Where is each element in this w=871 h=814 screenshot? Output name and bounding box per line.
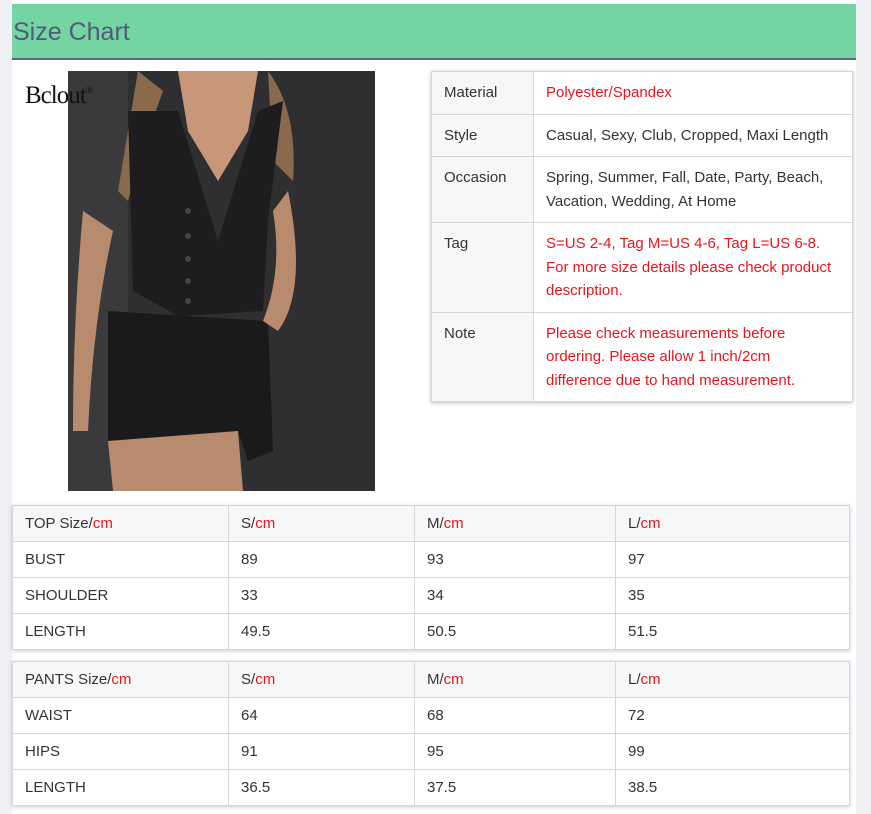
info-row-style: Style Casual, Sexy, Club, Cropped, Maxi L…: [431, 113, 853, 157]
brand-logo: Bclout®: [25, 82, 94, 109]
column-header: L/cm: [615, 505, 850, 542]
unit-label: cm: [92, 515, 113, 532]
info-label: Tag: [431, 222, 534, 313]
size-value: 91: [228, 733, 415, 770]
top-size-table: TOP Size/cm S/cm M/cm L/cm BUST 89 93 97 SHOULDE…: [12, 505, 850, 650]
size-value: 51.5: [615, 613, 850, 650]
size-value: 37.5: [414, 769, 616, 806]
unit-label: cm: [255, 515, 276, 532]
unit-label: cm: [640, 515, 661, 532]
column-header: PANTS Size/cm: [12, 661, 229, 698]
unit-label: cm: [111, 671, 132, 688]
info-value: Casual, Sexy, Club, Cropped, Maxi Length: [533, 113, 853, 157]
measurement-label: SHOULDER: [12, 577, 229, 614]
unit-label: cm: [443, 671, 464, 688]
info-row-occasion: Occasion Spring, Summer, Fall, Date, Part…: [431, 156, 853, 223]
pants-size-table: PANTS Size/cm S/cm M/cm L/cm WAIST 64 68 72 HIPS…: [12, 661, 850, 806]
table-row: LENGTH 49.5 50.5 51.5: [12, 613, 850, 650]
info-row-tag: Tag S=US 2-4, Tag M=US 4-6, Tag L=US 6-8.…: [431, 222, 853, 313]
size-value: 68: [414, 697, 616, 734]
info-value: Polyester/Spandex: [533, 71, 853, 115]
info-value: Spring, Summer, Fall, Date, Party, Beach…: [533, 156, 853, 223]
measurement-label: HIPS: [12, 733, 229, 770]
info-label: Material: [431, 71, 534, 115]
unit-label: cm: [443, 515, 464, 532]
measurement-label: LENGTH: [12, 769, 229, 806]
column-header: M/cm: [414, 505, 616, 542]
info-value: S=US 2-4, Tag M=US 4-6, Tag L=US 6-8. Fo…: [533, 222, 853, 313]
column-header: TOP Size/cm: [12, 505, 229, 542]
unit-label: cm: [640, 671, 661, 688]
size-value: 72: [615, 697, 850, 734]
unit-label: cm: [255, 671, 276, 688]
size-value: 89: [228, 541, 415, 578]
table-row: LENGTH 36.5 37.5 38.5: [12, 769, 850, 806]
size-value: 49.5: [228, 613, 415, 650]
info-label: Style: [431, 113, 534, 157]
table-row: BUST 89 93 97: [12, 541, 850, 578]
info-label: Occasion: [431, 156, 534, 223]
info-row-note: Note Please check measurements before ord…: [431, 311, 853, 402]
size-value: 97: [615, 541, 850, 578]
info-row-material: Material Polyester/Spandex: [431, 71, 853, 115]
size-value: 33: [228, 577, 415, 614]
size-value: 38.5: [615, 769, 850, 806]
table-row: HIPS 91 95 99: [12, 733, 850, 770]
size-value: 35: [615, 577, 850, 614]
measurement-label: WAIST: [12, 697, 229, 734]
table-header-row: TOP Size/cm S/cm M/cm L/cm: [12, 505, 850, 542]
product-info-table: Material Polyester/Spandex Style Casual, Se…: [431, 71, 853, 402]
column-header: L/cm: [615, 661, 850, 698]
size-value: 93: [414, 541, 616, 578]
table-row: SHOULDER 33 34 35: [12, 577, 850, 614]
size-value: 34: [414, 577, 616, 614]
size-value: 99: [615, 733, 850, 770]
measurement-label: BUST: [12, 541, 229, 578]
size-value: 36.5: [228, 769, 415, 806]
page-title: Size Chart: [13, 18, 130, 46]
column-header: M/cm: [414, 661, 616, 698]
column-header: S/cm: [228, 661, 415, 698]
info-label: Note: [431, 311, 534, 402]
table-row: WAIST 64 68 72: [12, 697, 850, 734]
header-bar: Size Chart: [12, 4, 856, 60]
info-value: Please check measurements before orderin…: [533, 311, 853, 402]
measurement-label: LENGTH: [12, 613, 229, 650]
column-header: S/cm: [228, 505, 415, 542]
table-header-row: PANTS Size/cm S/cm M/cm L/cm: [12, 661, 850, 698]
product-photo: [68, 71, 375, 491]
size-value: 95: [414, 733, 616, 770]
size-value: 50.5: [414, 613, 616, 650]
size-value: 64: [228, 697, 415, 734]
